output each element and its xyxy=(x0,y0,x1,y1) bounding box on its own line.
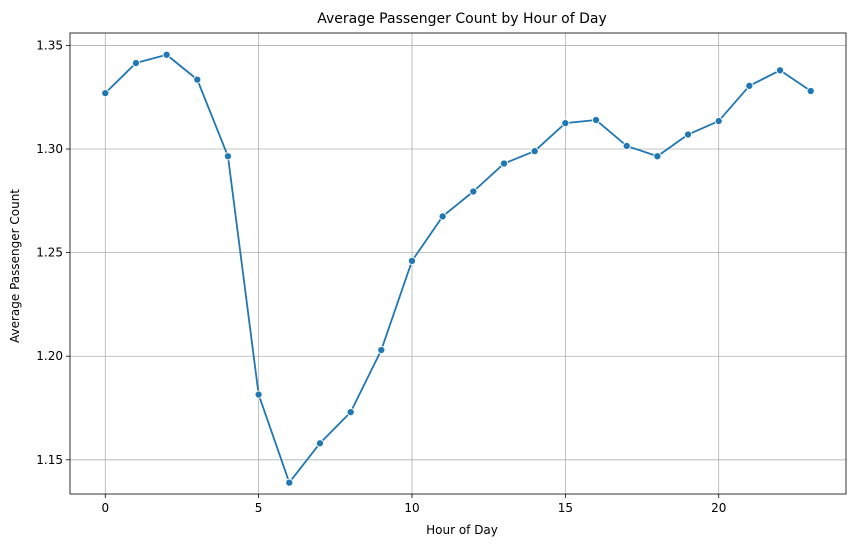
y-tick-label: 1.30 xyxy=(36,142,63,156)
data-point xyxy=(683,130,693,139)
chart-title: Average Passenger Count by Hour of Day xyxy=(317,11,607,27)
data-point xyxy=(377,345,386,355)
ticks: 0 5 10 15 20 1.15 1.20 1.25 1.30 1.35 xyxy=(36,38,726,515)
data-point xyxy=(653,152,662,161)
x-tick-label: 5 xyxy=(255,501,263,515)
data-point xyxy=(622,141,631,150)
series-line-group xyxy=(104,53,812,484)
y-tick-label: 1.25 xyxy=(36,246,63,260)
data-points xyxy=(101,50,815,487)
data-point xyxy=(346,408,355,417)
data-point xyxy=(714,117,723,126)
data-point xyxy=(469,187,478,196)
data-point xyxy=(561,119,570,128)
data-point xyxy=(806,86,815,96)
x-axis-label: Hour of Day xyxy=(426,523,498,537)
y-tick-label: 1.15 xyxy=(36,453,63,467)
data-point xyxy=(131,58,140,68)
data-point xyxy=(591,115,601,125)
x-tick-label: 10 xyxy=(404,501,419,515)
data-point xyxy=(162,50,171,59)
grid xyxy=(70,33,846,494)
data-point xyxy=(285,478,294,487)
data-point xyxy=(776,66,785,75)
x-tick-label: 20 xyxy=(711,501,726,515)
data-point xyxy=(530,147,539,156)
data-point xyxy=(745,81,754,90)
data-point xyxy=(407,256,417,265)
data-point xyxy=(254,390,263,399)
series-line xyxy=(104,53,812,484)
data-point xyxy=(438,212,447,221)
data-point xyxy=(193,75,202,84)
data-point xyxy=(223,152,233,161)
data-point xyxy=(499,159,509,168)
axes-frame xyxy=(69,32,847,495)
data-point xyxy=(315,439,325,448)
data-point xyxy=(101,89,110,98)
y-axis-label: Average Passenger Count xyxy=(8,189,22,343)
plot-area-border xyxy=(69,32,847,495)
y-tick-label: 1.20 xyxy=(36,349,63,363)
x-tick-label: 15 xyxy=(558,501,573,515)
y-tick-label: 1.35 xyxy=(36,38,63,52)
x-tick-label: 0 xyxy=(101,501,109,515)
